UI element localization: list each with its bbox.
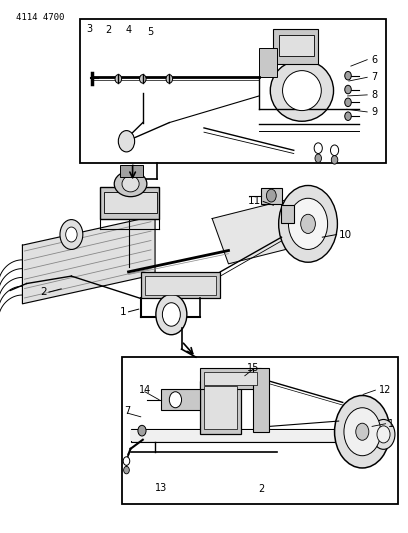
Polygon shape [273, 29, 318, 64]
Text: 5: 5 [147, 27, 153, 37]
Circle shape [288, 198, 328, 249]
Circle shape [266, 189, 276, 202]
Text: 11: 11 [248, 197, 261, 206]
Circle shape [345, 85, 351, 94]
Polygon shape [253, 368, 269, 432]
Text: 9: 9 [371, 107, 377, 117]
Polygon shape [259, 48, 277, 77]
Circle shape [123, 457, 130, 465]
Ellipse shape [282, 70, 322, 111]
Polygon shape [131, 430, 370, 441]
Polygon shape [200, 381, 241, 434]
Text: 6: 6 [371, 55, 377, 64]
Polygon shape [204, 372, 257, 385]
Text: 2: 2 [105, 26, 111, 35]
Text: 2: 2 [258, 484, 264, 494]
Text: 15: 15 [247, 363, 259, 373]
Circle shape [156, 294, 187, 335]
Circle shape [279, 185, 337, 262]
Polygon shape [161, 389, 200, 410]
Polygon shape [100, 187, 159, 219]
Circle shape [166, 75, 173, 83]
Ellipse shape [270, 60, 334, 122]
Circle shape [344, 408, 381, 456]
Polygon shape [281, 205, 294, 223]
Text: 10: 10 [339, 230, 352, 239]
Polygon shape [22, 216, 155, 304]
Circle shape [314, 143, 322, 154]
Polygon shape [82, 21, 384, 160]
Polygon shape [261, 188, 282, 204]
Circle shape [345, 71, 351, 80]
Text: 7: 7 [371, 72, 377, 82]
Circle shape [301, 214, 315, 233]
Circle shape [124, 466, 129, 474]
Circle shape [115, 75, 122, 83]
Text: 1: 1 [120, 307, 126, 317]
Circle shape [138, 425, 146, 436]
Polygon shape [124, 360, 396, 501]
Polygon shape [104, 192, 157, 213]
Text: 13: 13 [155, 483, 167, 492]
Text: 1: 1 [388, 419, 394, 429]
Polygon shape [204, 386, 237, 429]
Circle shape [118, 131, 135, 152]
Text: 4: 4 [125, 26, 132, 35]
Circle shape [372, 419, 395, 449]
Circle shape [330, 145, 339, 156]
Polygon shape [120, 165, 143, 177]
Polygon shape [131, 429, 371, 442]
Circle shape [169, 392, 182, 408]
Text: 2: 2 [40, 287, 47, 297]
Ellipse shape [122, 176, 139, 192]
Circle shape [140, 75, 146, 83]
Polygon shape [212, 192, 335, 264]
Polygon shape [141, 272, 220, 298]
Circle shape [315, 154, 322, 163]
Ellipse shape [114, 171, 147, 197]
Circle shape [66, 227, 77, 242]
Circle shape [345, 98, 351, 107]
Text: 8: 8 [371, 90, 377, 100]
Circle shape [335, 395, 390, 468]
Circle shape [377, 426, 390, 443]
Text: 14: 14 [139, 385, 151, 395]
Text: 7: 7 [124, 407, 131, 416]
Polygon shape [200, 368, 261, 389]
Polygon shape [145, 276, 216, 295]
Circle shape [60, 220, 83, 249]
Text: 3: 3 [86, 25, 92, 34]
Circle shape [162, 303, 180, 326]
Polygon shape [279, 35, 314, 56]
Circle shape [345, 112, 351, 120]
Circle shape [356, 423, 369, 440]
Text: 4114 4700: 4114 4700 [16, 13, 65, 22]
Circle shape [331, 156, 338, 164]
Text: 12: 12 [379, 385, 391, 395]
